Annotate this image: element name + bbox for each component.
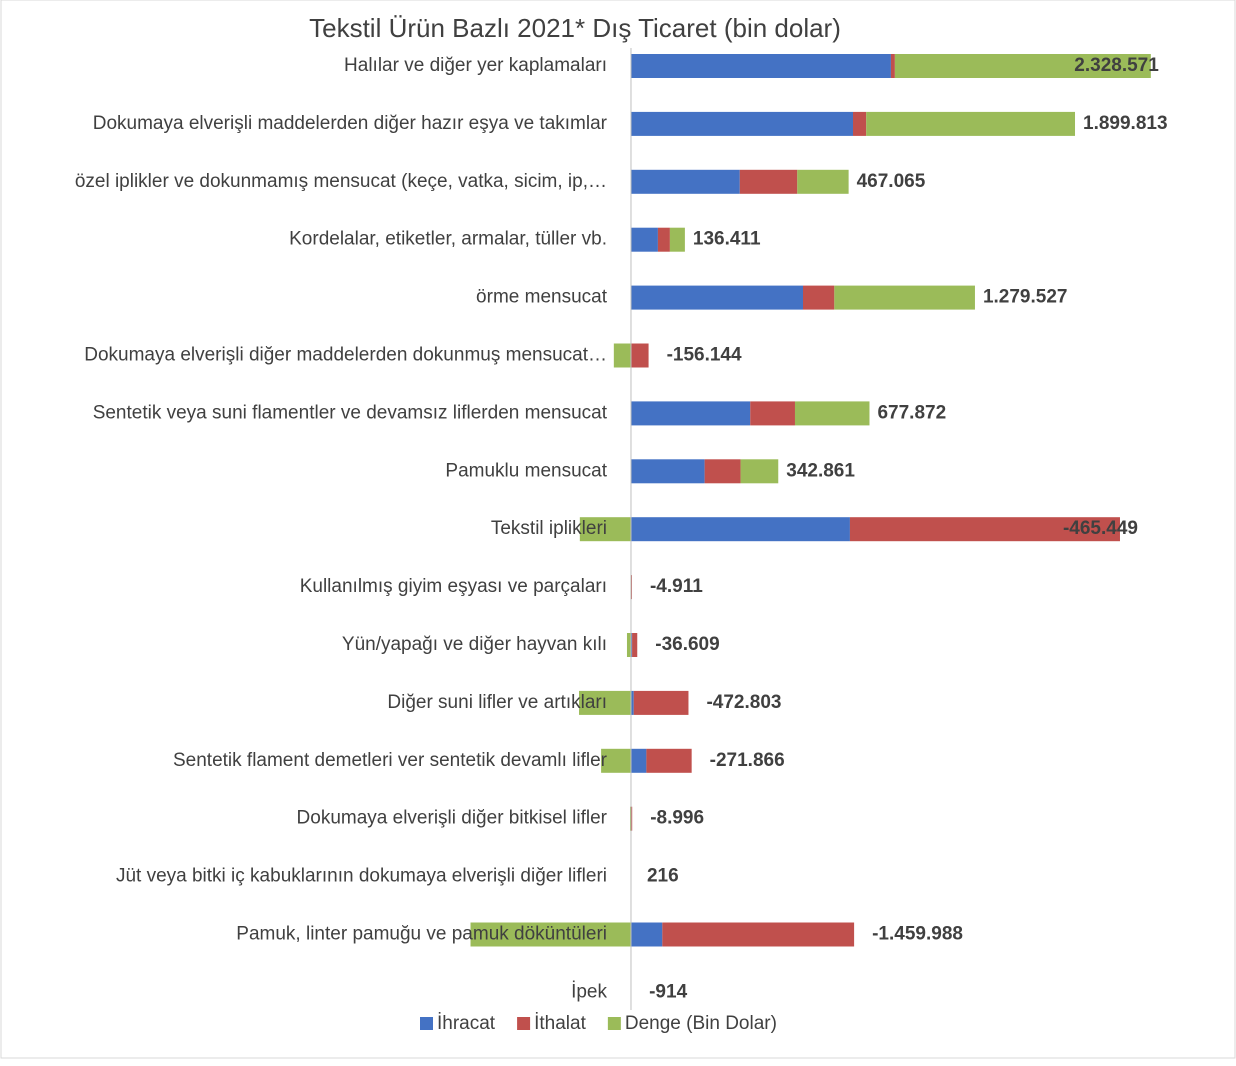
bar-segment xyxy=(705,459,741,483)
bar-segment xyxy=(670,228,685,252)
bar-segment xyxy=(631,228,658,252)
y-tick-label: İpek xyxy=(571,981,607,1002)
legend-label: Denge (Bin Dolar) xyxy=(625,1013,777,1034)
y-tick-label: Sentetik flament demetleri ver sentetik … xyxy=(173,750,608,771)
bar-segment xyxy=(631,170,740,194)
y-tick-label: Dokumaya elverişli diğer bitkisel lifler xyxy=(297,808,608,829)
data-label: -8.996 xyxy=(650,808,704,829)
data-label: 677.872 xyxy=(877,402,946,423)
bar-segment xyxy=(803,286,834,310)
bar-segment xyxy=(627,633,631,657)
legend-label: İhracat xyxy=(437,1013,496,1034)
data-label: 1.279.527 xyxy=(983,287,1068,308)
bar-segment xyxy=(750,401,795,425)
data-label: -271.866 xyxy=(710,750,785,771)
bar-segment xyxy=(631,459,705,483)
y-tick-label: Kordelalar, etiketler, armalar, tüller v… xyxy=(289,229,607,250)
bar-segment xyxy=(853,112,866,136)
data-label: 342.861 xyxy=(786,460,855,481)
data-label: 2.328.571 xyxy=(1074,55,1159,76)
bar-segment xyxy=(891,54,895,78)
legend-swatch xyxy=(608,1017,621,1030)
bar-segment xyxy=(631,923,662,947)
y-tick-label: Dokumaya elverişli diğer maddelerden dok… xyxy=(84,345,607,366)
bar-segment xyxy=(797,170,848,194)
legend-swatch xyxy=(517,1017,530,1030)
y-tick-label: özel iplikler ve dokunmamış mensucat (ke… xyxy=(75,171,607,192)
bar-segment xyxy=(834,286,975,310)
data-label: -36.609 xyxy=(655,634,719,655)
data-label: -4.911 xyxy=(650,576,703,597)
y-tick-label: Dokumaya elverişli maddelerden diğer haz… xyxy=(93,113,608,134)
bar-segment xyxy=(631,54,891,78)
data-label: 216 xyxy=(647,866,679,887)
bar-segment xyxy=(631,517,850,541)
data-label: -465.449 xyxy=(1063,518,1138,539)
data-label: -1.459.988 xyxy=(872,924,963,945)
y-tick-label: Halılar ve diğer yer kaplamaları xyxy=(344,55,607,76)
y-tick-label: Pamuk, linter pamuğu ve pamuk döküntüler… xyxy=(236,924,607,945)
data-label: -914 xyxy=(649,981,687,1002)
bar-segment xyxy=(646,749,691,773)
bar-segment xyxy=(631,112,853,136)
y-tick-label: Tekstil iplikleri xyxy=(491,518,607,539)
bar-segment xyxy=(741,459,779,483)
data-label: 136.411 xyxy=(693,229,761,250)
bar-segment xyxy=(614,344,631,368)
y-tick-label: Pamuklu mensucat xyxy=(445,460,607,481)
bar-segment xyxy=(662,923,854,947)
y-tick-label: Kullanılmış giyim eşyası ve parçaları xyxy=(300,576,607,597)
y-tick-label: Jüt veya bitki iç kabuklarının dokumaya … xyxy=(116,866,607,887)
bar-segment xyxy=(740,170,797,194)
bar-segment xyxy=(795,401,870,425)
data-label: -156.144 xyxy=(667,345,742,366)
data-label: 467.065 xyxy=(857,171,926,192)
bar-segment xyxy=(631,344,648,368)
bar-segment xyxy=(634,691,689,715)
legend-label: İthalat xyxy=(534,1013,586,1034)
y-tick-label: Yün/yapağı ve diğer hayvan kılı xyxy=(342,634,607,655)
bar-segment xyxy=(631,749,646,773)
chart-title: Tekstil Ürün Bazlı 2021* Dış Ticaret (bi… xyxy=(309,13,841,43)
bar-segment xyxy=(632,633,637,657)
bar-segment xyxy=(658,228,670,252)
bar-segment xyxy=(866,112,1075,136)
y-tick-label: örme mensucat xyxy=(476,287,608,308)
bar-segment xyxy=(631,401,750,425)
y-tick-label: Diğer suni lifler ve artıkları xyxy=(387,692,607,713)
y-tick-label: Sentetik veya suni flamentler ve devamsı… xyxy=(93,402,608,423)
data-label: 1.899.813 xyxy=(1083,113,1168,134)
legend-swatch xyxy=(420,1017,433,1030)
bar-segment xyxy=(631,286,803,310)
data-label: -472.803 xyxy=(706,692,781,713)
